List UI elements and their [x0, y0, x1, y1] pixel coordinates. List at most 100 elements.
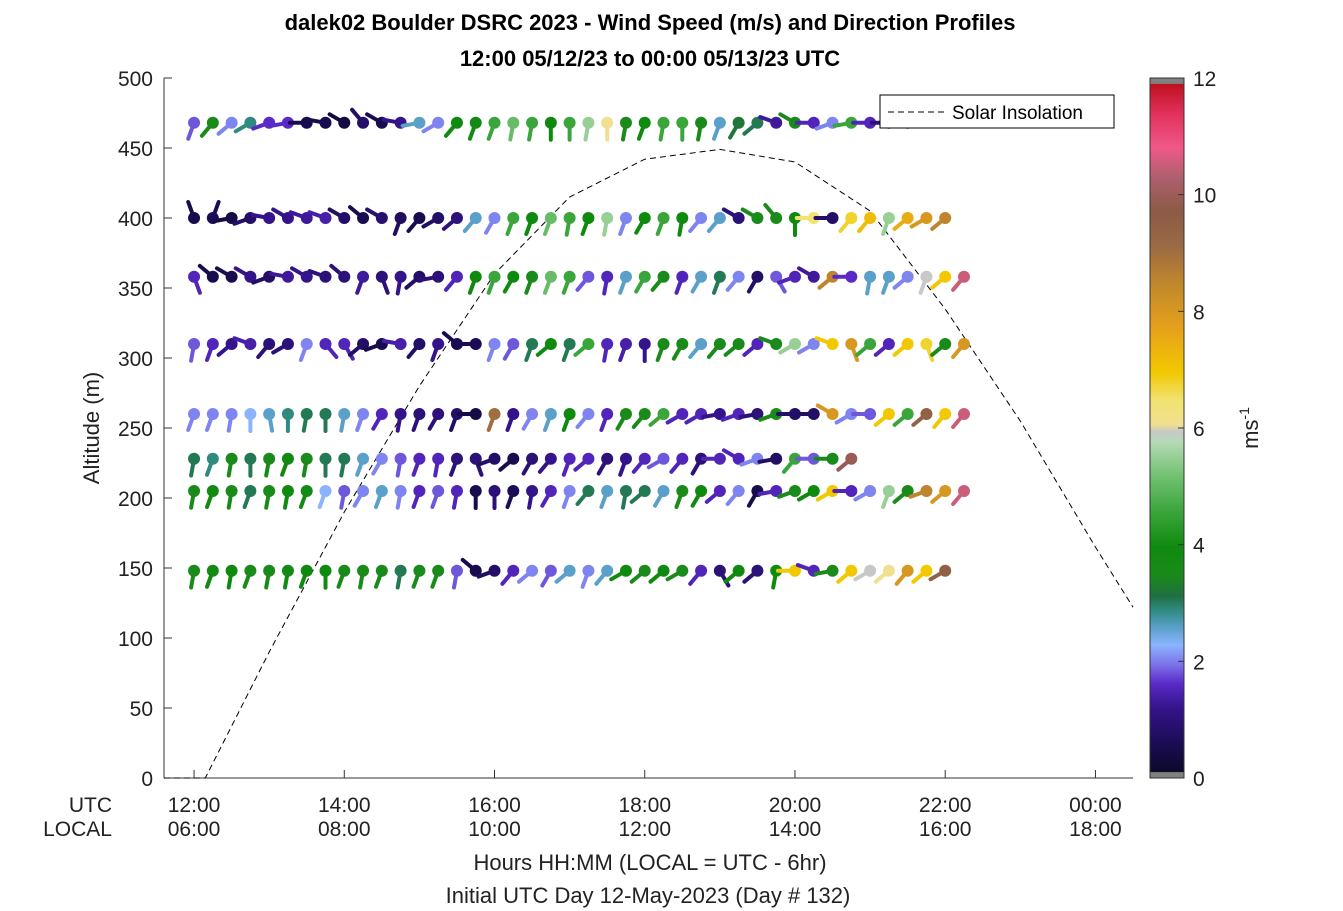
wind-barb [338, 408, 351, 433]
wind-barb-dot [394, 564, 407, 577]
wind-barb-dot [864, 485, 877, 497]
wind-barb-dot [901, 564, 914, 577]
wind-barb [394, 270, 407, 296]
wind-barb-dot [713, 452, 726, 465]
wind-barb [638, 338, 651, 363]
wind-barb-dot [638, 408, 651, 420]
x-tick-label-local: 12:00 [618, 818, 671, 841]
wind-barb [742, 564, 764, 584]
wind-barb [327, 207, 351, 224]
y-tick-label: 0 [141, 768, 153, 791]
wind-barb [778, 338, 801, 355]
wind-barb [746, 270, 764, 294]
wind-barb-dot [488, 452, 501, 465]
wind-barb [476, 564, 501, 579]
x-tick-label-local: 08:00 [318, 818, 371, 841]
wind-barb-dot [732, 564, 745, 577]
wind-barb [618, 338, 632, 362]
wind-barb-dot [695, 485, 708, 497]
y-tick-label: 500 [118, 68, 153, 91]
wind-barb [338, 452, 351, 478]
wind-barb-dot [582, 564, 595, 577]
wind-barb [594, 564, 614, 586]
wind-barb [205, 452, 219, 477]
wind-barb [319, 338, 339, 359]
wind-barb [250, 212, 276, 224]
wind-barb [232, 336, 257, 350]
wind-barb [728, 116, 745, 140]
y-tick-label: 250 [118, 418, 153, 441]
wind-barb-dot [826, 564, 839, 577]
wind-barb-dot [713, 485, 726, 497]
wind-barb-dot [413, 116, 426, 129]
wind-barb-dot [375, 485, 388, 497]
colorbar-tick-label: 12 [1193, 68, 1216, 91]
wind-barb [484, 212, 501, 235]
wind-barb [355, 452, 370, 477]
wind-barb-dot [732, 270, 745, 283]
wind-barb [951, 408, 970, 429]
wind-barb-dot [469, 270, 482, 283]
wind-barb-dot [394, 212, 407, 224]
wind-barb [815, 403, 839, 420]
wind-barb-dot [526, 564, 539, 577]
wind-barb-dot [713, 408, 726, 420]
x-tick-label-utc: 18:00 [618, 794, 671, 817]
wind-barb [873, 564, 895, 584]
wind-barb-dot [432, 564, 445, 577]
wind-barb-dot [488, 564, 501, 577]
wind-barb-dot [582, 212, 595, 224]
legend: Solar Insolation [879, 94, 1115, 129]
wind-barb-dot [450, 116, 463, 129]
wind-barb [836, 452, 858, 472]
wind-barb [695, 116, 708, 142]
wind-barb-dot [751, 564, 764, 577]
wind-barb [256, 338, 276, 359]
wind-barb [348, 205, 370, 224]
wind-barb [469, 485, 482, 510]
wind-barb-dot [244, 408, 257, 420]
colorbar-tick-label: 0 [1193, 768, 1205, 791]
wind-barb [244, 452, 257, 478]
wind-barb [263, 564, 276, 590]
wind-barb [306, 116, 332, 129]
wind-barb-dot [695, 270, 708, 283]
wind-barb [432, 452, 445, 478]
wind-barb-dot [826, 212, 839, 224]
wind-barb-dot [864, 408, 877, 420]
wind-barb-dot [375, 408, 388, 420]
wind-barb-dot [939, 338, 952, 350]
wind-barb [688, 212, 708, 233]
wind-barb [911, 564, 933, 584]
wind-barb-dot [657, 564, 670, 577]
wind-barb [281, 485, 294, 510]
wind-barb [881, 485, 895, 509]
wind-barb-dot [544, 270, 557, 283]
wind-barb [365, 207, 388, 224]
wind-barb [770, 564, 783, 590]
wind-barb [721, 207, 745, 224]
wind-barb-dot [582, 338, 595, 350]
chart-subtitle: 12:00 05/12/23 to 00:00 05/13/23 UTC [460, 46, 840, 71]
wind-barb-dot [488, 270, 501, 283]
wind-barb [596, 452, 614, 476]
wind-barb-dot [713, 116, 726, 129]
wind-barb [216, 116, 238, 136]
wind-barb-dot [563, 408, 576, 420]
wind-barb-dot [882, 270, 895, 283]
wind-barb-dot [319, 338, 332, 350]
wind-barb-dot [939, 485, 952, 497]
wind-barb [225, 452, 238, 478]
x-tick-label-local: 10:00 [468, 818, 521, 841]
wind-barb-dot [526, 452, 539, 465]
wind-barb-dot [507, 408, 520, 420]
wind-barb [197, 263, 219, 283]
wind-barb [411, 408, 426, 432]
wind-barb [688, 564, 708, 586]
wind-barb-dot [676, 408, 689, 420]
wind-barb-dot [188, 452, 201, 465]
wind-barb-dot [375, 452, 388, 465]
wind-barb [298, 485, 313, 509]
wind-barb-dot [676, 212, 689, 224]
wind-barb [348, 338, 370, 357]
